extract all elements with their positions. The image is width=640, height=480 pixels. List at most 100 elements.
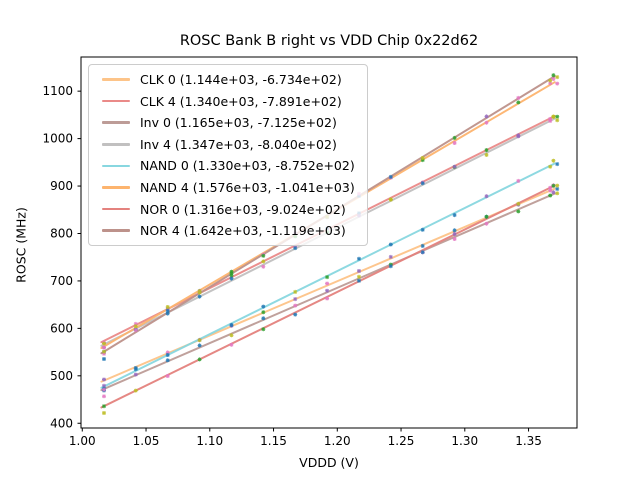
data-point — [555, 114, 560, 119]
data-point — [555, 75, 560, 80]
data-point — [548, 185, 553, 190]
fit-line-nor-0 — [100, 184, 556, 409]
data-point — [165, 353, 170, 357]
legend-item: NAND 4 (1.576e+03, -1.041e+03) — [99, 181, 355, 194]
legend-item: NOR 4 (1.642e+03, -1.119e+03) — [99, 224, 355, 237]
data-point — [555, 186, 560, 191]
data-point — [261, 264, 266, 269]
data-point — [229, 342, 234, 347]
legend-item: CLK 0 (1.144e+03, -6.734e+02) — [99, 73, 355, 86]
y-tick-label: 800 — [50, 226, 73, 240]
data-point — [102, 394, 106, 399]
x-tick-label: 1.20 — [324, 434, 351, 448]
x-tick-label: 1.30 — [451, 434, 478, 448]
data-point — [261, 316, 266, 321]
data-point — [102, 349, 106, 354]
legend-swatch — [102, 229, 130, 232]
data-point — [293, 312, 298, 317]
legend-swatch — [102, 186, 130, 189]
data-point — [325, 296, 330, 301]
data-point — [325, 275, 330, 280]
legend-swatch — [102, 121, 130, 124]
data-point — [261, 259, 266, 264]
data-point — [551, 114, 556, 119]
data-point — [452, 141, 457, 145]
data-point — [388, 254, 393, 259]
data-point — [102, 377, 106, 382]
data-point — [229, 333, 234, 338]
data-point — [551, 73, 556, 78]
legend-swatch — [102, 78, 130, 81]
data-point — [197, 294, 202, 299]
data-point — [261, 253, 266, 258]
x-tick-label: 1.10 — [196, 434, 223, 448]
data-point — [484, 114, 489, 119]
data-point — [452, 213, 457, 218]
data-point — [133, 324, 138, 329]
y-tick-label: 1100 — [42, 84, 73, 98]
data-point — [229, 276, 234, 281]
y-tick-label: 1000 — [42, 132, 73, 146]
legend: CLK 0 (1.144e+03, -6.734e+02) CLK 4 (1.34… — [88, 64, 368, 247]
y-tick-label: 600 — [50, 321, 73, 335]
data-point — [357, 274, 361, 279]
data-point — [102, 383, 106, 388]
data-point — [548, 193, 553, 198]
y-tick-label: 400 — [50, 416, 73, 430]
data-point — [420, 181, 425, 186]
legend-item: Inv 0 (1.165e+03, -7.125e+02) — [99, 116, 355, 129]
data-point — [293, 297, 298, 302]
x-axis-label: VDDD (V) — [299, 455, 359, 470]
legend-swatch — [102, 164, 130, 168]
data-point — [420, 250, 425, 255]
data-point — [388, 197, 393, 202]
data-point — [325, 281, 330, 286]
data-point — [484, 194, 489, 199]
legend-item: Inv 4 (1.347e+03, -8.040e+02) — [99, 138, 355, 151]
data-point — [452, 228, 457, 233]
data-point — [133, 388, 138, 393]
data-point — [165, 350, 170, 355]
legend-label: Inv 0 (1.165e+03, -7.125e+02) — [140, 115, 337, 131]
x-tick-label: 1.25 — [388, 434, 415, 448]
data-point — [516, 209, 521, 214]
data-point — [229, 273, 234, 278]
data-point — [102, 404, 106, 409]
data-point — [484, 152, 489, 157]
x-tick-label: 1.05 — [133, 434, 160, 448]
axes-spines — [80, 56, 578, 429]
x-tick-label: 1.00 — [69, 434, 96, 448]
data-point — [388, 264, 393, 269]
data-point — [484, 221, 489, 226]
data-point — [551, 190, 556, 195]
legend-label: NAND 0 (1.330e+03, -8.752e+02) — [140, 158, 355, 174]
data-point — [516, 201, 521, 206]
data-point — [325, 288, 330, 293]
y-tick-label: 900 — [50, 179, 73, 193]
legend-label: NOR 4 (1.642e+03, -1.119e+03) — [140, 223, 346, 239]
data-point — [133, 372, 138, 377]
x-tick-label: 1.35 — [515, 434, 542, 448]
data-point — [293, 289, 298, 294]
data-point — [452, 135, 457, 140]
data-point — [452, 237, 457, 241]
data-point — [165, 358, 170, 363]
data-point — [484, 120, 489, 125]
legend-item: CLK 4 (1.340e+03, -7.891e+02) — [99, 95, 355, 108]
legend-label: NAND 4 (1.576e+03, -1.041e+03) — [140, 179, 355, 195]
y-tick-label: 700 — [50, 274, 73, 288]
data-point — [551, 77, 556, 81]
legend-swatch — [102, 207, 130, 211]
data-point — [133, 321, 138, 326]
data-point — [516, 134, 521, 139]
data-point — [388, 174, 393, 179]
data-point — [452, 164, 457, 169]
chart-title: ROSC Bank B right vs VDD Chip 0x22d62 — [179, 33, 479, 49]
data-point — [548, 78, 553, 83]
legend-label: Inv 4 (1.347e+03, -8.040e+02) — [140, 136, 337, 152]
data-point — [197, 343, 202, 348]
data-point — [102, 351, 106, 356]
data-point — [293, 246, 298, 251]
data-point — [102, 341, 106, 346]
